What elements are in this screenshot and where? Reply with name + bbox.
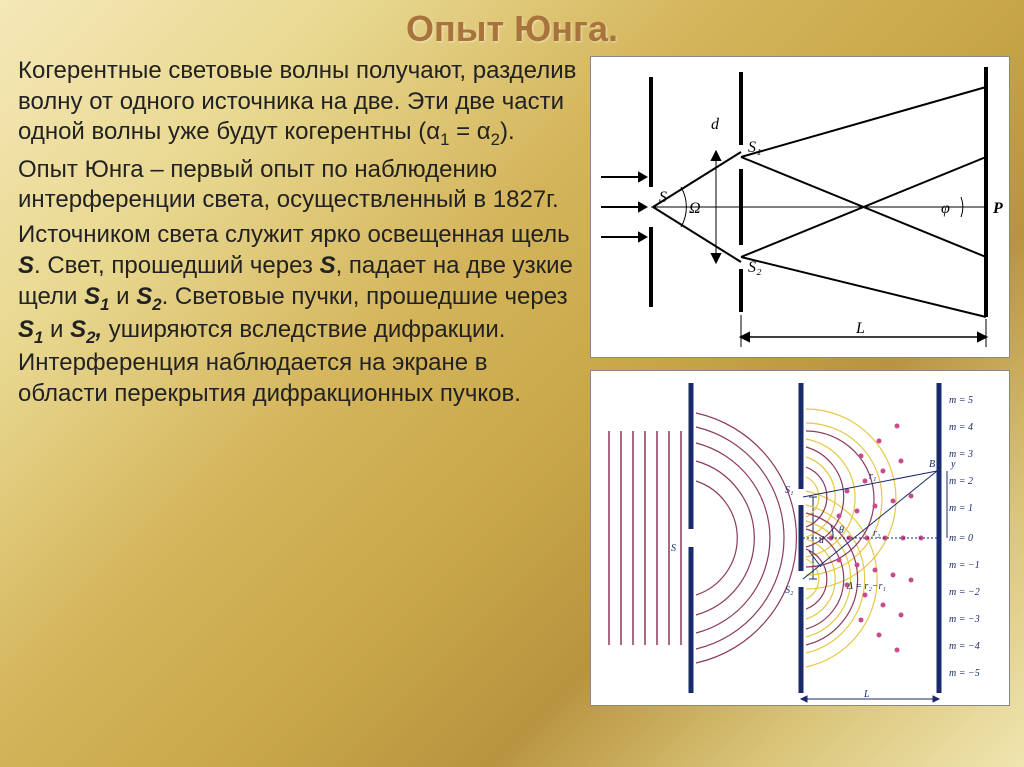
m-label: m = 2	[949, 476, 973, 487]
m-label: m = 4	[949, 422, 973, 433]
label-delta: Δ = r₂−r₁	[846, 581, 886, 592]
label-S1-2: S₁	[785, 485, 793, 496]
label-phi: φ	[941, 200, 950, 217]
label-S: S	[659, 189, 667, 206]
label-r2: r₂	[873, 528, 881, 539]
para-1: Когерентные световые волны получают, раз…	[18, 56, 578, 151]
body-text: Когерентные световые волны получают, раз…	[18, 56, 578, 706]
label-S1: S₁	[748, 139, 762, 156]
m-label: m = 1	[949, 503, 973, 514]
m-label: m = −2	[949, 587, 980, 598]
m-label: m = −1	[949, 560, 980, 571]
label-d-2: d	[819, 535, 825, 546]
m-label: m = −5	[949, 668, 980, 679]
label-theta: θ	[839, 525, 844, 536]
label-r1: r₁	[869, 471, 876, 482]
para-3: Источником света служит ярко освещенная …	[18, 220, 578, 409]
label-L: L	[855, 320, 865, 337]
m-label: m = 3	[949, 449, 973, 460]
label-B: B	[929, 459, 935, 470]
label-y: y	[950, 459, 956, 470]
m-label: m = 0	[949, 533, 973, 544]
label-S-2: S	[671, 543, 676, 554]
m-label: m = −4	[949, 641, 980, 652]
label-P: P	[992, 200, 1003, 217]
label-d: d	[711, 116, 720, 133]
diagram-young-geometry: d S S₁ S₂ Ω φ P L	[590, 56, 1010, 358]
m-label: m = 5	[949, 395, 973, 406]
diagram-young-waves: S S₁ S₂ d θ r₁ r₂ Δ = r₂−r₁ B y L m = 5 …	[590, 370, 1010, 706]
label-S2: S₂	[748, 259, 762, 276]
label-S2-2: S₂	[785, 585, 794, 596]
slide-title: Опыт Юнга.	[18, 8, 1006, 50]
label-Omega: Ω	[689, 200, 701, 217]
para-2: Опыт Юнга – первый опыт по наблюдению ин…	[18, 155, 578, 216]
label-L-2: L	[863, 689, 870, 700]
m-label: m = −3	[949, 614, 980, 625]
